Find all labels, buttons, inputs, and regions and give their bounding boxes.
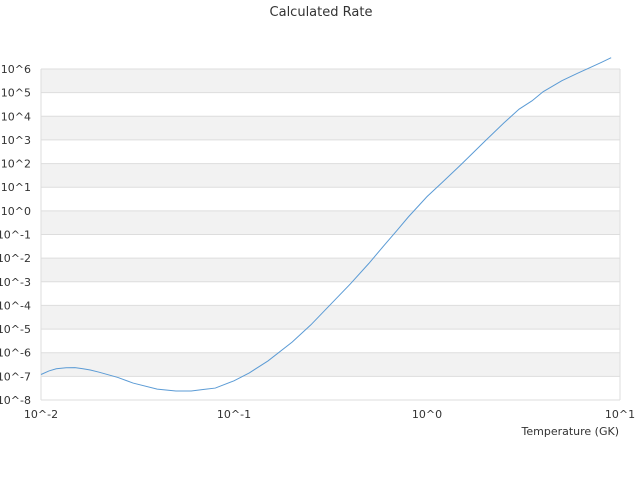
x-tick-label: 10^-2 (24, 408, 58, 421)
x-tick-label: 10^0 (412, 408, 442, 421)
x-tick-label: 10^-1 (217, 408, 251, 421)
y-tick-label: 10^-8 (0, 394, 31, 407)
y-tick-label: 10^-3 (0, 276, 31, 289)
grid-band (41, 163, 620, 188)
y-tick-label: 10^4 (1, 110, 31, 123)
grid-band (41, 210, 620, 235)
y-tick-label: 10^5 (1, 87, 31, 100)
y-tick-label: 10^-1 (0, 229, 31, 242)
grid-band (41, 305, 620, 330)
grid-band (41, 69, 620, 93)
x-axis-title: Temperature (GK) (521, 425, 620, 438)
y-tick-label: 10^-6 (0, 347, 31, 360)
y-tick-label: 10^0 (1, 205, 31, 218)
grid-bands (41, 69, 620, 377)
grid-band (41, 116, 620, 140)
y-tick-labels: 10^-8 10^-7 10^-6 10^-5 10^-4 10^-3 10^-2 10^-1… (0, 63, 31, 407)
grid-lines (40, 68, 621, 401)
y-tick-label: 10^-5 (0, 323, 31, 336)
series-line (40, 57, 612, 392)
y-tick-label: 10^1 (1, 181, 31, 194)
y-tick-label: 10^2 (1, 158, 31, 171)
grid-band (41, 258, 620, 282)
y-tick-label: 10^3 (1, 134, 31, 147)
chart-title: Calculated Rate (270, 5, 373, 20)
y-tick-label: 10^-2 (0, 252, 31, 265)
y-tick-label: 10^-4 (0, 299, 31, 312)
x-tick-label: 10^1 (605, 408, 635, 421)
y-tick-label: 10^-7 (0, 370, 31, 383)
grid-band (41, 352, 620, 377)
y-tick-label: 10^6 (1, 63, 31, 76)
x-tick-labels: 10^-2 10^-1 10^0 10^1 (24, 408, 635, 421)
